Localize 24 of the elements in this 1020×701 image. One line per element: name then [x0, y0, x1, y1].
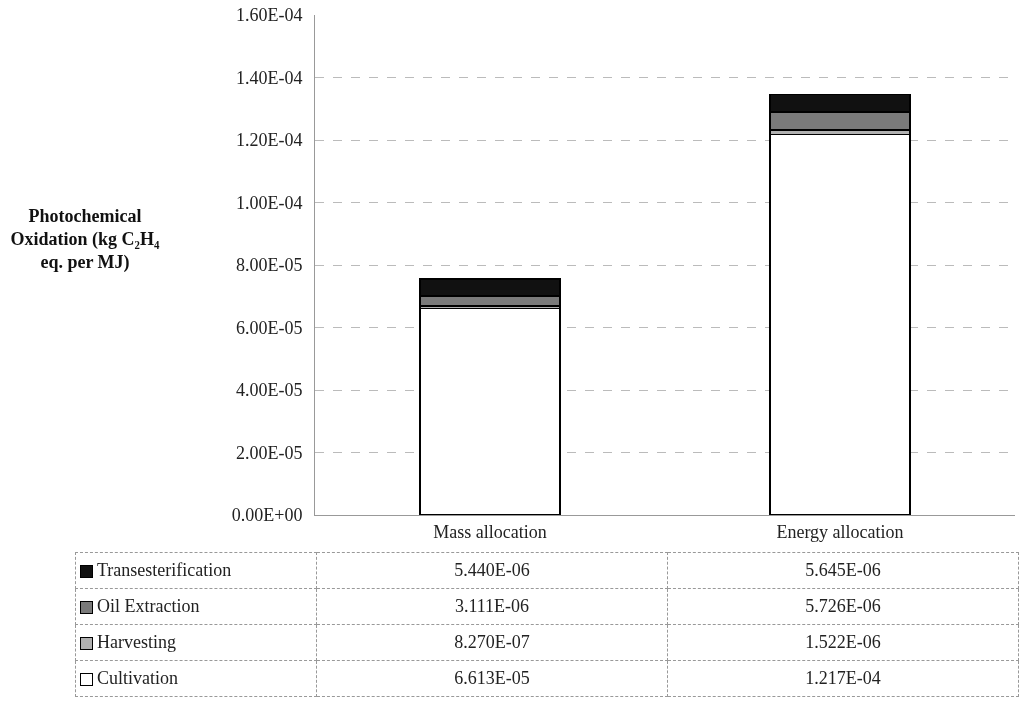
data-label: 6.613E-05: [316, 660, 668, 697]
y-tick-label: 6.00E-05: [235, 317, 303, 338]
y-tick-label: 1.60E-04: [235, 5, 303, 26]
data-label: 5.645E-06: [667, 552, 1019, 589]
y-tick-label: 4.00E-05: [235, 380, 303, 401]
y-tick-label: 2.00E-05: [235, 442, 303, 463]
y-tick-label: 1.00E-04: [235, 192, 303, 213]
y-tick-label: 1.40E-04: [235, 67, 303, 88]
legend-label: Harvesting: [75, 624, 317, 661]
y-tick-label: 1.20E-04: [235, 130, 303, 151]
data-label: 3.111E-06: [316, 588, 668, 625]
data-label: 1.217E-04: [667, 660, 1019, 697]
data-label: 8.270E-07: [316, 624, 668, 661]
y-axis-title: Photochemical Oxidation (kg C₂H₄ eq. per MJ): [10, 205, 160, 274]
x-tick-label: Energy allocation: [776, 521, 904, 542]
data-label: 1.522E-06: [667, 624, 1019, 661]
legend-label: Oil Extraction: [75, 588, 317, 625]
data-label: 5.726E-06: [667, 588, 1019, 625]
legend-label: Transesterification: [75, 552, 317, 589]
y-tick-label: 8.00E-05: [235, 255, 303, 276]
legend-label: Cultivation: [75, 660, 317, 697]
y-tick-label: 0.00E+00: [231, 505, 303, 526]
data-label: 5.440E-06: [316, 552, 668, 589]
x-tick-label: Mass allocation: [433, 521, 547, 542]
